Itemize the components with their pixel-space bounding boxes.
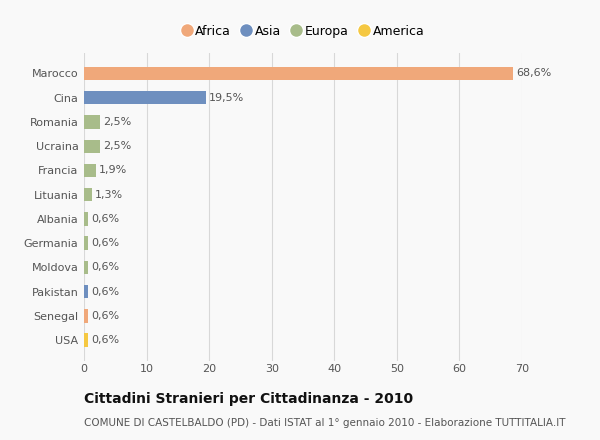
- Text: 0,6%: 0,6%: [91, 238, 119, 248]
- Bar: [84, 188, 92, 202]
- Text: 0,6%: 0,6%: [91, 311, 119, 321]
- Text: 0,6%: 0,6%: [91, 214, 119, 224]
- Bar: [84, 334, 88, 347]
- Bar: [84, 285, 88, 298]
- Text: 0,6%: 0,6%: [91, 262, 119, 272]
- Bar: [84, 91, 206, 104]
- Bar: [84, 236, 88, 250]
- Bar: [84, 164, 96, 177]
- Text: 2,5%: 2,5%: [103, 141, 131, 151]
- Bar: [84, 139, 100, 153]
- Bar: [84, 67, 513, 80]
- Bar: [84, 212, 88, 226]
- Text: 0,6%: 0,6%: [91, 335, 119, 345]
- Text: 19,5%: 19,5%: [209, 93, 244, 103]
- Bar: [84, 115, 100, 128]
- Legend: Africa, Asia, Europa, America: Africa, Asia, Europa, America: [182, 25, 424, 38]
- Text: 2,5%: 2,5%: [103, 117, 131, 127]
- Text: Cittadini Stranieri per Cittadinanza - 2010: Cittadini Stranieri per Cittadinanza - 2…: [84, 392, 413, 406]
- Text: 0,6%: 0,6%: [91, 286, 119, 297]
- Text: COMUNE DI CASTELBALDO (PD) - Dati ISTAT al 1° gennaio 2010 - Elaborazione TUTTIT: COMUNE DI CASTELBALDO (PD) - Dati ISTAT …: [84, 418, 566, 428]
- Text: 1,3%: 1,3%: [95, 190, 124, 200]
- Bar: [84, 309, 88, 323]
- Text: 68,6%: 68,6%: [517, 69, 551, 78]
- Bar: [84, 261, 88, 274]
- Text: 1,9%: 1,9%: [99, 165, 127, 176]
